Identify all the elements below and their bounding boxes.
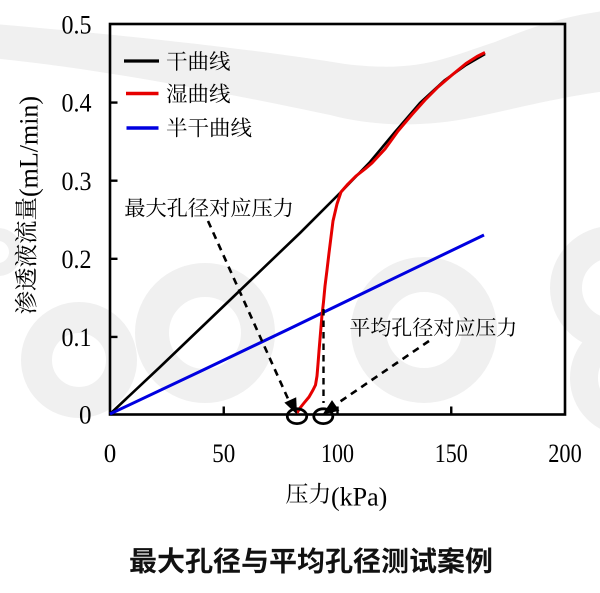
svg-text:150: 150 — [435, 439, 468, 468]
svg-text:100: 100 — [321, 439, 354, 468]
svg-text:0: 0 — [79, 401, 92, 430]
svg-text:0: 0 — [104, 439, 117, 468]
svg-text:0.5: 0.5 — [62, 11, 92, 40]
svg-text:(kPa): (kPa) — [331, 483, 387, 512]
svg-text:0.2: 0.2 — [62, 245, 92, 274]
svg-text:50: 50 — [212, 439, 235, 468]
svg-text:(mL/min): (mL/min) — [15, 96, 44, 197]
svg-text:0.1: 0.1 — [62, 323, 92, 352]
svg-text:0.4: 0.4 — [62, 89, 92, 118]
svg-text:200: 200 — [548, 439, 582, 468]
svg-text:0.3: 0.3 — [62, 167, 92, 196]
